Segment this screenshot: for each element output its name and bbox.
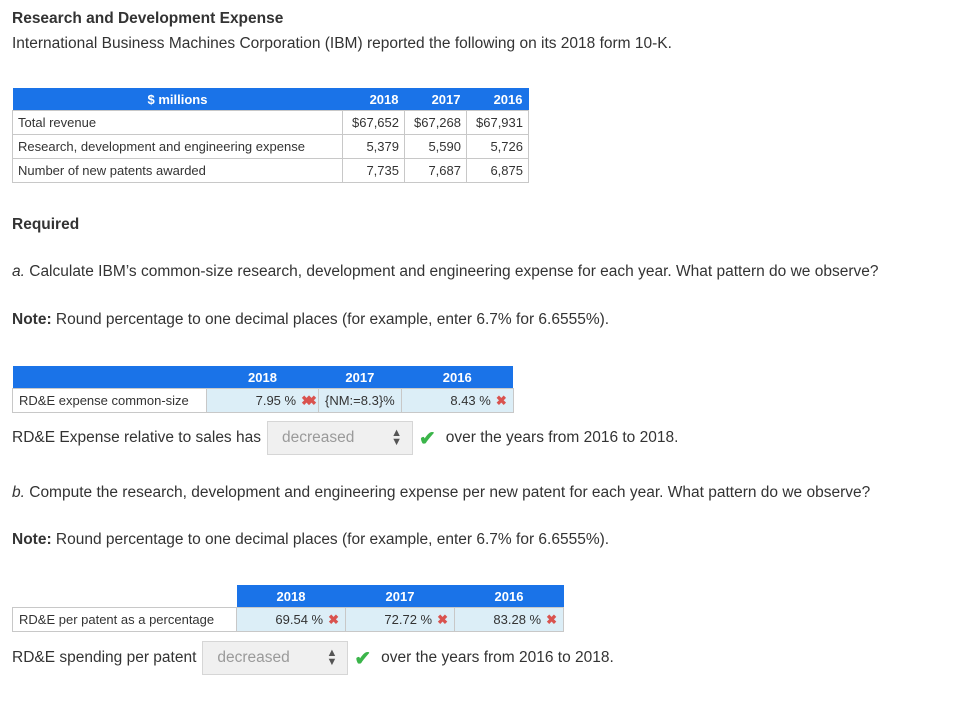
row-label: Research, development and engineering ex… [12,134,343,159]
table-row: Total revenue $67,652 $67,268 $67,931 [12,110,529,135]
select-value: decreased [217,649,290,666]
up-down-arrows-icon: ▲ ▼ [391,427,402,448]
x-mark-icon: ✖ [546,611,557,627]
page-subtitle: International Business Machines Corporat… [12,35,672,52]
answer-value: 8.43 % [450,392,491,408]
part-b-conclusion: RD&E spending per patent decreased ▲ ▼ ✔ … [12,641,614,675]
answer-value: {NM:=8.3}% [325,393,395,408]
table-cell: 6,875 [466,158,529,183]
row-label: RD&E per patent as a percentage [12,607,237,632]
x-mark-icon: ✖ [301,392,312,408]
row-label: Total revenue [12,110,343,135]
page-title: Research and Development Expense [12,10,284,27]
note-text: Round percentage to one decimal places (… [51,311,610,328]
note-label: Note: [12,311,52,328]
answer-value: 7.95 % [255,392,297,408]
sentence-after: over the years from 2016 to 2018. [381,649,614,666]
table-header-row: $ millions 2018 2017 2016 [12,88,529,111]
column-header: 2018 [236,585,346,608]
required-heading: Required [12,216,80,233]
answer-cell-2016[interactable]: 83.28 % ✖ [454,607,564,632]
table-header-row: 2018 2017 2016 [12,585,564,608]
table-cell: 5,379 [342,134,405,159]
financial-data-table: $ millions 2018 2017 2016 Total revenue … [12,88,529,183]
answer-cell-2017[interactable]: 72.72 % ✖ [345,607,455,632]
table-cell: $67,268 [404,110,467,135]
part-b-answer-table: 2018 2017 2016 RD&E per patent as a perc… [12,585,564,632]
part-a-conclusion: RD&E Expense relative to sales has decre… [12,421,678,455]
column-header: 2016 [454,585,564,608]
part-b-note: Note: Round percentage to one decimal pl… [12,531,609,549]
part-a-question-text: Calculate IBM’s common-size research, de… [24,263,879,280]
answer-value: 69.54 % [275,611,324,627]
column-header-blank [12,366,207,389]
check-icon: ✔ [354,647,372,670]
table-cell: 5,590 [404,134,467,159]
part-a-answer-table: 2018 2017 2016 RD&E expense common-size … [12,366,514,413]
table-cell: $67,652 [342,110,405,135]
x-mark-icon: ✖ [437,611,448,627]
column-header: 2017 [318,366,402,389]
column-header-blank [12,585,237,608]
table-cell: 7,735 [342,158,405,183]
select-value: decreased [281,429,355,446]
answer-cell-2018[interactable]: 69.54 % ✖ [236,607,346,632]
table-cell: 5,726 [466,134,529,159]
part-b-question-text: Compute the research, development and en… [24,484,871,501]
table-row: Number of new patents awarded 7,735 7,68… [12,158,529,183]
sentence-after: over the years from 2016 to 2018. [445,429,679,446]
part-a-question: a. Calculate IBM’s common-size research,… [12,263,878,281]
part-a-prefix: a. [12,263,25,280]
part-b-prefix: b. [12,484,25,501]
table-row: Research, development and engineering ex… [12,134,529,159]
column-header: 2018 [342,88,405,111]
table-row: RD&E expense common-size 7.95 % ✖ {NM:=8.… [12,388,514,413]
up-down-arrows-icon: ▲ ▼ [326,647,338,668]
part-b-question: b. Compute the research, development and… [12,484,870,502]
answer-value: 83.28 % [493,611,542,627]
part-a-note: Note: Round percentage to one decimal pl… [12,311,609,329]
column-header: $ millions [12,88,343,111]
answer-cell-2016[interactable]: 8.43 % ✖ [400,388,514,413]
note-label: Note: [12,531,52,548]
trend-select[interactable]: decreased ▲ ▼ [266,421,413,455]
column-header: 2017 [404,88,467,111]
row-label: Number of new patents awarded [12,158,343,183]
note-text: Round percentage to one decimal places (… [51,531,610,548]
column-header: 2018 [206,366,319,389]
x-mark-icon: ✖ [495,392,507,408]
trend-select[interactable]: decreased ▲ ▼ [202,641,349,675]
table-cell: $67,931 [466,110,529,135]
x-mark-icon: ✖ [306,393,317,408]
sentence-before: RD&E spending per patent [12,649,197,666]
table-header-row: 2018 2017 2016 [12,366,514,389]
column-header: 2017 [345,585,455,608]
sentence-before: RD&E Expense relative to sales has [12,429,261,446]
column-header: 2016 [401,366,514,389]
answer-cell-2017[interactable]: {NM:=8.3}% [318,388,402,413]
check-icon: ✔ [418,427,436,450]
table-row: RD&E per patent as a percentage 69.54 % ✖… [12,607,564,632]
answer-cell-2018[interactable]: 7.95 % ✖ [206,388,319,413]
x-mark-icon: ✖ [328,611,339,627]
row-label: RD&E expense common-size [12,388,207,413]
column-header: 2016 [466,88,529,111]
answer-value: 72.72 % [384,611,433,627]
table-cell: 7,687 [404,158,467,183]
